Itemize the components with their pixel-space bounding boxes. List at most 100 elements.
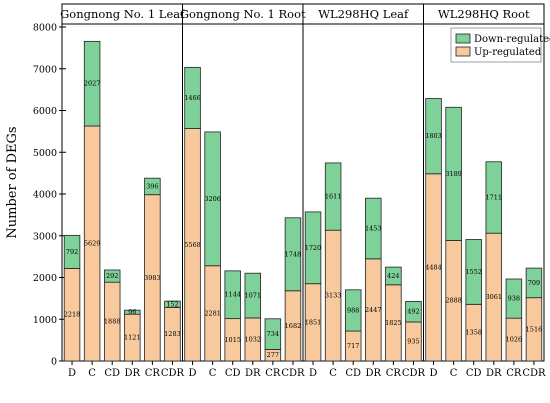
x-tick-label: CR (506, 368, 522, 379)
value-label-up: 717 (347, 342, 359, 350)
value-label-down: 1711 (486, 193, 503, 201)
value-label-up: 4484 (425, 263, 442, 271)
x-tick-label: D (68, 368, 76, 379)
legend-label: Down-regulated (474, 34, 550, 45)
x-tick-label: CR (265, 368, 281, 379)
value-label-up: 1283 (164, 330, 181, 338)
value-label-up: 1358 (465, 329, 482, 337)
x-tick-label: C (88, 368, 96, 379)
bar-down-regulated (385, 266, 402, 286)
bar-down-regulated (184, 66, 201, 129)
x-tick-label: C (450, 368, 458, 379)
bar-down-regulated (164, 300, 181, 308)
value-label-down: 396 (146, 182, 158, 190)
value-label-down: 792 (66, 248, 78, 256)
value-label-up: 3133 (325, 292, 342, 300)
bar-down-regulated (304, 211, 322, 285)
value-label-up: 3061 (486, 293, 503, 301)
x-tick-label: CR (145, 368, 161, 379)
legend-swatch-down (455, 33, 471, 44)
bar-down-regulated (505, 278, 523, 319)
x-tick-label: D (189, 368, 197, 379)
value-label-up: 1121 (124, 334, 141, 342)
legend-swatch-up (455, 46, 471, 57)
y-axis-label: Number of DEGs (5, 126, 20, 238)
value-label-up: 1682 (285, 322, 302, 330)
x-tick-label: D (309, 368, 317, 379)
bar-down-regulated (425, 98, 442, 175)
value-label-down: 1144 (224, 291, 241, 299)
x-tick-label: C (329, 368, 337, 379)
value-label-up: 1888 (104, 318, 121, 326)
x-tick-label: DR (486, 368, 502, 379)
x-tick-label: CR (386, 368, 402, 379)
value-label-down: 1552 (465, 268, 482, 276)
x-tick-label: DR (245, 368, 261, 379)
y-tick-label: 8000 (33, 23, 57, 34)
bar-down-regulated (144, 177, 161, 196)
value-label-down: 709 (528, 279, 540, 287)
value-label-down: 96 (128, 308, 136, 316)
x-tick-label: DR (125, 368, 141, 379)
value-label-down: 292 (106, 272, 118, 280)
y-tick-label: 7000 (33, 64, 57, 75)
value-label-down: 938 (508, 295, 520, 303)
value-label-up: 1026 (506, 336, 523, 344)
y-tick-label: 4000 (33, 190, 57, 201)
bar-down-regulated (83, 40, 101, 127)
value-label-down: 988 (347, 306, 359, 314)
value-label-down: 1720 (305, 244, 322, 252)
value-label-up: 1516 (526, 325, 543, 333)
x-tick-label: D (430, 368, 438, 379)
y-tick-label: 2000 (33, 273, 57, 284)
bar-down-regulated (284, 217, 302, 292)
y-tick-label: 6000 (33, 106, 57, 117)
y-tick-label: 3000 (33, 231, 57, 242)
x-tick-label: CD (104, 368, 120, 379)
bar-down-regulated (204, 131, 221, 267)
x-tick-label: CDR (402, 368, 426, 379)
bar-down-regulated (103, 269, 121, 283)
panel-title: WL298HQ Leaf (318, 7, 409, 21)
panel-title: Gongnong No. 1 Leaf (60, 7, 185, 21)
value-label-up: 5568 (184, 241, 201, 249)
value-label-down: 1453 (365, 225, 382, 233)
value-label-up: 2888 (445, 297, 462, 305)
value-label-up: 5629 (84, 239, 101, 247)
x-tick-label: DR (366, 368, 382, 379)
x-tick-label: CDR (161, 368, 185, 379)
value-label-up: 2281 (204, 309, 221, 317)
bar-down-regulated (224, 270, 241, 320)
bar-down-regulated (324, 162, 342, 231)
value-label-up: 935 (407, 337, 419, 345)
value-label-down: 424 (387, 272, 399, 280)
value-label-down: 492 (407, 308, 419, 316)
value-label-down: 1071 (245, 292, 262, 300)
y-tick-label: 1000 (33, 315, 57, 326)
bar-down-regulated (485, 161, 503, 234)
value-label-down: 1466 (184, 94, 201, 102)
value-label-up: 3983 (144, 274, 161, 282)
value-label-down: 3189 (445, 170, 462, 178)
panel-title: Gongnong No. 1 Root (180, 7, 306, 21)
bar-down-regulated (465, 239, 482, 305)
bar-down-regulated (445, 106, 462, 241)
value-label-up: 277 (267, 351, 279, 359)
bar-down-regulated (365, 197, 382, 260)
value-label-up: 1825 (385, 319, 402, 327)
bar-down-regulated (525, 267, 543, 299)
y-tick-label: 0 (51, 357, 57, 368)
value-label-down: 152 (166, 300, 178, 308)
x-tick-label: CD (466, 368, 482, 379)
value-label-up: 2218 (64, 311, 81, 319)
value-label-down: 1611 (325, 193, 342, 201)
bar-down-regulated (405, 301, 422, 323)
value-label-down: 1748 (285, 250, 302, 258)
x-tick-label: CDR (522, 368, 546, 379)
bar-down-regulated (63, 234, 81, 269)
value-label-up: 1015 (224, 336, 241, 344)
value-label-up: 1032 (245, 335, 262, 343)
value-label-up: 2447 (365, 306, 382, 314)
panel-title: WL298HQ Root (438, 7, 530, 21)
